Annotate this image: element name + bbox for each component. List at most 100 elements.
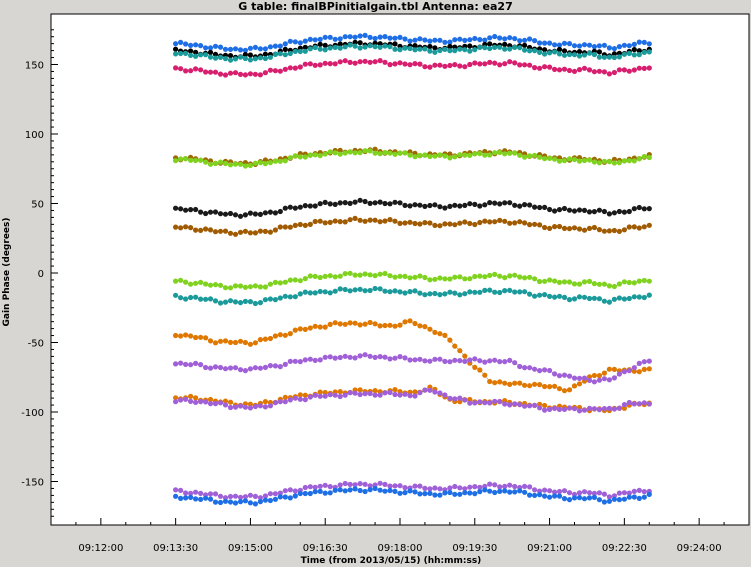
data-point <box>477 44 483 50</box>
data-point <box>397 392 403 398</box>
data-point <box>417 390 423 396</box>
data-point <box>397 60 403 66</box>
data-point <box>242 368 248 374</box>
data-point <box>332 44 338 51</box>
data-point <box>417 491 423 497</box>
data-point <box>601 298 608 304</box>
data-point <box>566 156 573 162</box>
data-point <box>542 407 548 413</box>
data-point <box>507 287 513 293</box>
data-point <box>193 496 199 502</box>
data-point <box>552 66 558 72</box>
data-point <box>636 156 642 162</box>
data-point <box>537 222 543 228</box>
data-point <box>556 488 563 495</box>
data-point <box>507 357 513 363</box>
series-4 <box>173 58 652 78</box>
data-point <box>342 286 348 293</box>
data-point <box>571 281 578 287</box>
data-point <box>352 320 358 326</box>
data-point <box>527 48 533 54</box>
data-point <box>357 45 363 51</box>
data-point <box>173 487 179 493</box>
data-point <box>606 366 613 372</box>
data-point <box>237 54 244 60</box>
data-point <box>482 487 488 493</box>
data-point <box>302 490 308 497</box>
data-point <box>397 150 403 156</box>
data-point <box>537 368 543 374</box>
data-point <box>487 378 493 385</box>
x-axis-label: Time (from 2013/05/15) (hh:mm:ss) <box>301 556 482 566</box>
data-point <box>262 404 268 410</box>
data-point <box>327 219 333 225</box>
data-point <box>207 491 214 497</box>
data-point <box>576 226 583 232</box>
data-point <box>347 487 353 493</box>
data-point <box>457 203 463 209</box>
data-point <box>297 359 303 365</box>
data-point <box>422 46 428 52</box>
data-point <box>596 377 603 383</box>
data-point <box>527 222 533 228</box>
data-point <box>442 358 448 364</box>
data-point <box>492 380 498 386</box>
data-point <box>327 290 333 296</box>
data-point <box>412 483 418 489</box>
data-point <box>412 393 418 399</box>
data-point <box>307 290 313 296</box>
data-point <box>497 62 503 68</box>
data-point <box>292 48 298 55</box>
data-point <box>502 46 508 52</box>
data-point <box>606 405 613 411</box>
data-point <box>207 227 214 233</box>
data-point <box>611 156 618 162</box>
data-point <box>442 221 448 227</box>
data-point <box>601 158 608 164</box>
data-point <box>522 154 528 160</box>
data-point <box>542 278 548 284</box>
data-point <box>188 398 194 404</box>
data-point <box>502 483 508 489</box>
data-point <box>417 36 423 42</box>
data-point <box>222 398 229 404</box>
data-point <box>402 319 408 325</box>
data-point <box>457 220 463 226</box>
data-point <box>412 389 418 395</box>
data-point <box>272 227 278 233</box>
data-point <box>422 64 428 70</box>
data-point <box>317 36 323 43</box>
data-point <box>402 202 408 208</box>
data-point <box>532 381 538 387</box>
data-point <box>611 210 618 216</box>
data-point <box>227 46 234 53</box>
data-point <box>452 357 458 363</box>
data-point <box>556 46 563 53</box>
data-point <box>317 153 323 159</box>
data-point <box>407 357 413 363</box>
data-point <box>193 42 199 48</box>
data-point <box>232 339 239 346</box>
data-point <box>198 496 204 502</box>
data-point <box>432 45 438 51</box>
data-point <box>282 332 288 338</box>
data-point <box>337 200 343 206</box>
data-point <box>626 68 632 74</box>
data-point <box>227 53 234 59</box>
data-point <box>377 44 383 50</box>
data-point <box>427 48 433 54</box>
data-point <box>357 197 363 203</box>
data-point <box>397 322 403 328</box>
data-point <box>232 46 239 52</box>
data-point <box>237 300 244 306</box>
data-point <box>387 483 393 489</box>
data-point <box>372 273 378 279</box>
data-point <box>542 40 548 46</box>
data-point <box>252 493 258 499</box>
data-point <box>427 486 433 492</box>
data-point <box>512 220 518 226</box>
data-point <box>297 48 303 55</box>
data-point <box>352 355 358 361</box>
data-point <box>646 41 652 47</box>
data-point <box>497 484 503 490</box>
